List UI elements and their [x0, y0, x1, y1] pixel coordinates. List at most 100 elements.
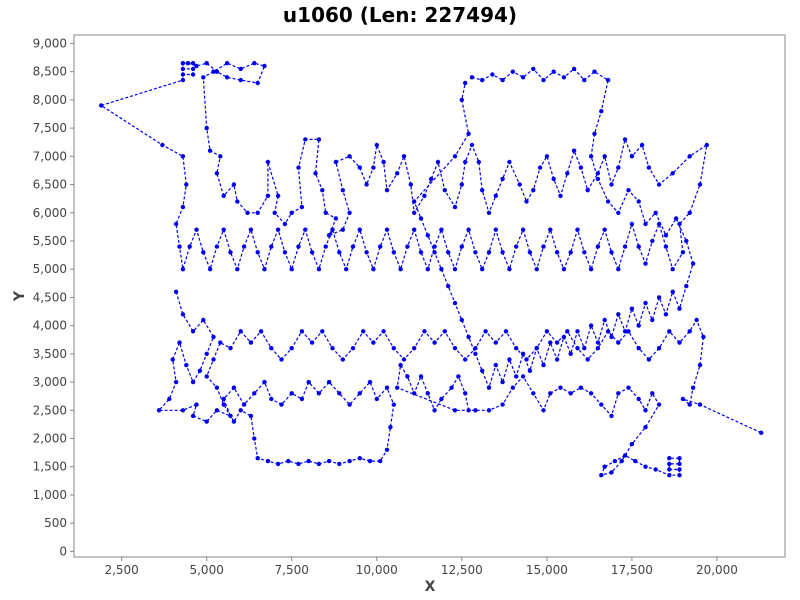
data-point [656, 182, 662, 187]
data-point [347, 458, 352, 464]
data-point [275, 193, 281, 198]
data-point [595, 176, 601, 182]
data-point [602, 317, 607, 323]
data-point [289, 267, 294, 272]
data-point [493, 227, 498, 232]
data-point [190, 66, 196, 72]
data-point [320, 188, 325, 193]
data-point [650, 317, 655, 323]
y-tick-label: 8,500 [33, 65, 67, 79]
data-point [258, 329, 264, 334]
data-point [204, 61, 209, 66]
data-point [401, 154, 407, 159]
data-point [670, 267, 675, 272]
data-point [463, 357, 468, 362]
x-tick-label: 5,000 [189, 563, 223, 577]
data-point [595, 244, 601, 249]
data-point [646, 357, 652, 362]
data-point [616, 391, 621, 396]
data-point [616, 165, 621, 170]
data-point [476, 159, 481, 165]
data-point [687, 329, 692, 334]
data-point [180, 312, 186, 317]
data-point [609, 250, 614, 255]
data-point [452, 408, 458, 413]
data-point [384, 188, 390, 193]
data-point [197, 368, 203, 373]
data-point [231, 182, 237, 187]
data-point [456, 374, 461, 379]
data-point [228, 250, 233, 255]
data-point [673, 216, 679, 221]
data-point [265, 159, 271, 165]
data-point [340, 188, 345, 193]
data-point [565, 171, 570, 176]
data-point [602, 154, 607, 159]
data-point [531, 66, 536, 72]
data-point [187, 244, 192, 249]
data-point [378, 458, 383, 464]
data-point [558, 193, 563, 198]
data-point [541, 362, 546, 368]
data-point [395, 171, 400, 176]
data-point [299, 329, 305, 334]
data-point [551, 176, 556, 182]
data-point [510, 69, 515, 74]
data-point [401, 357, 407, 362]
x-tick-label: 20,000 [696, 563, 738, 577]
data-point [201, 250, 206, 255]
data-point [558, 385, 563, 390]
data-point [330, 227, 335, 232]
data-point [357, 165, 362, 170]
data-point [687, 210, 692, 215]
series-line [396, 363, 681, 477]
data-point [636, 244, 641, 249]
data-point [490, 72, 495, 77]
x-tick-label: 7,500 [275, 563, 309, 577]
data-point [238, 66, 243, 72]
plot-area [73, 34, 786, 558]
data-point [588, 267, 594, 272]
data-point [408, 182, 413, 187]
data-point [201, 75, 206, 80]
data-point [520, 75, 526, 80]
data-point [204, 351, 209, 356]
data-point [616, 267, 621, 272]
data-point [541, 408, 546, 413]
y-axis: 0 500 1,000 1,500 2,000 2,500 3,000 3,500 4,000 4… [33, 36, 74, 558]
data-point [275, 461, 281, 467]
data-point [446, 250, 451, 255]
data-point [616, 340, 621, 345]
data-point [602, 464, 607, 469]
data-point [619, 458, 624, 464]
data-point [303, 137, 308, 142]
data-point [588, 154, 594, 159]
data-point [231, 385, 237, 390]
data-point [650, 238, 655, 244]
data-point [350, 346, 356, 351]
data-point [361, 329, 366, 334]
y-tick-label: 1,500 [33, 460, 67, 474]
data-point [690, 385, 696, 390]
data-point [439, 227, 444, 232]
data-point [697, 362, 703, 368]
data-point [296, 165, 301, 170]
data-point [554, 340, 560, 345]
data-point [282, 250, 288, 255]
data-point [507, 267, 512, 272]
data-point [670, 289, 675, 294]
data-point [653, 210, 658, 215]
data-point [221, 193, 226, 198]
data-point [592, 69, 597, 74]
data-point [221, 402, 226, 407]
data-point [565, 329, 570, 334]
data-point [500, 402, 505, 407]
data-point [204, 374, 209, 379]
data-point [759, 430, 764, 435]
data-point [517, 182, 522, 187]
data-point [347, 154, 352, 159]
data-point [486, 385, 492, 390]
data-point [391, 250, 396, 255]
data-point [347, 402, 352, 407]
data-point [412, 199, 417, 204]
